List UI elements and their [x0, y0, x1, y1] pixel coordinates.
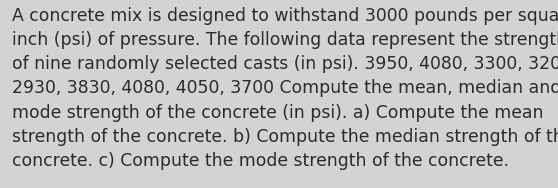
- Text: A concrete mix is designed to withstand 3000 pounds per square
inch (psi) of pre: A concrete mix is designed to withstand …: [12, 7, 558, 170]
